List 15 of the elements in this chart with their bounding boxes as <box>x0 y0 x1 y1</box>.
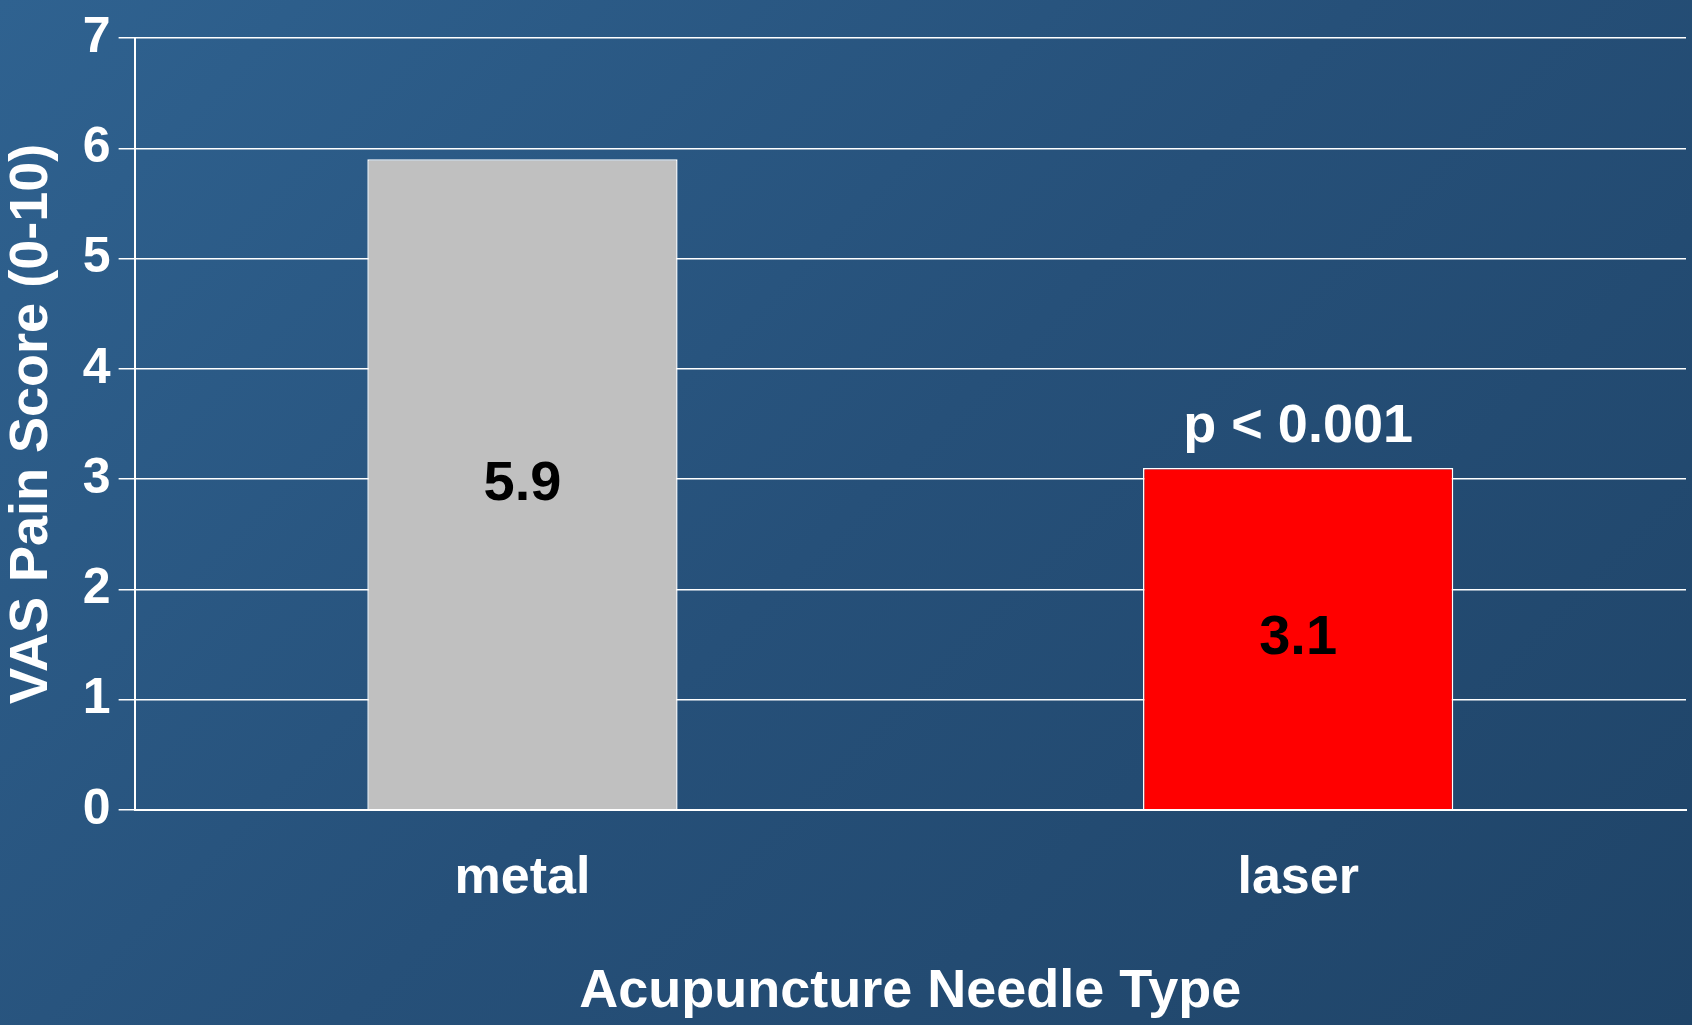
y-tick-label: 7 <box>82 6 111 63</box>
x-axis-title: Acupuncture Needle Type <box>579 958 1242 1019</box>
y-tick-label: 3 <box>82 447 111 504</box>
x-tick-label: laser <box>1237 846 1359 905</box>
data-label: 5.9 <box>483 448 562 512</box>
y-tick-label: 4 <box>82 337 111 394</box>
x-tick-label: metal <box>454 846 591 905</box>
y-tick-label: 1 <box>82 668 111 725</box>
y-tick-label: 5 <box>82 227 111 284</box>
annotation: p < 0.001 <box>1183 392 1413 453</box>
y-tick-label: 0 <box>82 778 111 835</box>
data-label: 3.1 <box>1259 602 1338 666</box>
y-tick-label: 2 <box>82 558 111 615</box>
y-axis-title: VAS Pain Score (0-10) <box>0 143 59 704</box>
y-tick-label: 6 <box>82 117 111 174</box>
